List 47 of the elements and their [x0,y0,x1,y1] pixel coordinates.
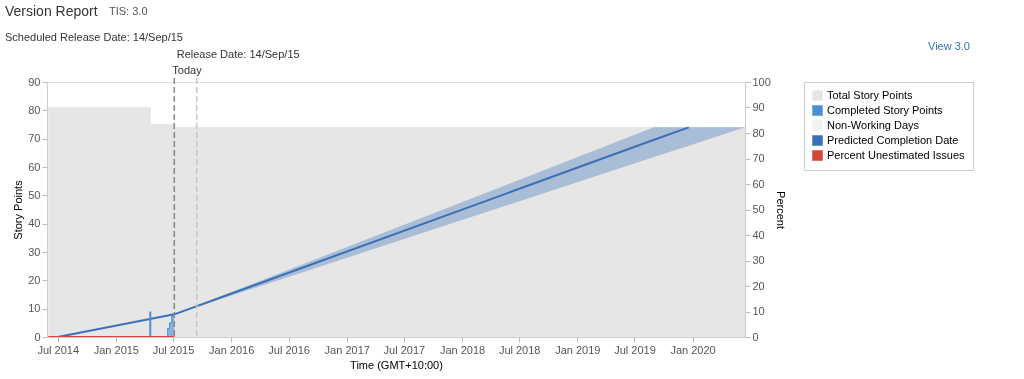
y-tick-label: 50 [28,188,41,201]
y-tick-label: 70 [28,132,41,145]
x-tick-label: Jul 2019 [614,343,656,356]
y-tick-label: 0 [34,330,41,343]
ref-line-label: Today [172,64,203,76]
legend-label: Total Story Points [827,88,914,101]
x-axis-title: Time (GMT+10:00) [350,358,443,371]
x-tick-label: Jan 2020 [670,343,716,356]
y-tick-label: 90 [28,75,41,88]
y-tick-label: 20 [28,273,41,286]
x-tick-label: Jan 2015 [93,343,139,356]
y2-tick-label: 70 [752,152,765,164]
x-tick-label: Jul 2015 [152,343,195,356]
legend-label: Non-Working Days [827,118,920,131]
x-tick-label: Jul 2014 [37,343,80,356]
text: View 3.0 [928,40,970,52]
x-tick-label: Jul 2018 [498,343,541,356]
legend-label: Completed Story Points [827,103,944,116]
y2-tick-label: 30 [752,254,765,266]
y2-tick-label: 60 [752,177,765,190]
text: Scheduled Release Date: 14/Sep/15 [5,31,183,43]
y-tick-label: 60 [28,160,41,173]
legend-label: Predicted Completion Date [827,133,959,146]
x-tick-label: Jan 2018 [439,343,486,356]
y-tick-label: 40 [28,217,41,230]
y2-tick-label: 20 [752,279,765,292]
y2-tick-label: 100 [752,75,771,88]
x-tick-label: Jan 2016 [209,343,255,356]
legend-label: Percent Unestimated Issues [827,148,966,161]
y2-axis-title: Percent [774,191,787,229]
y2-tick-label: 50 [752,203,765,215]
y2-tick-label: 10 [752,305,765,317]
y-tick-label: 30 [28,245,41,258]
x-tick-label: Jul 2017 [383,343,426,356]
x-tick-label: Jan 2017 [324,343,370,356]
y2-tick-label: 90 [752,101,765,113]
chart-subtitle: TIS: 3.0 [109,5,148,17]
x-tick-label: Jul 2016 [268,343,310,356]
x-tick-label: Jan 2019 [555,343,601,356]
y2-tick-label: 80 [752,126,765,139]
y-tick-label: 80 [28,103,41,116]
y2-tick-label: 0 [752,330,759,343]
y2-tick-label: 40 [752,228,765,241]
y-tick-label: 10 [28,302,41,315]
chart-title: Version Report [5,3,98,19]
y-axis-title: Story Points [12,179,25,240]
ref-line-label: Release Date: 14/Sep/15 [176,48,300,60]
